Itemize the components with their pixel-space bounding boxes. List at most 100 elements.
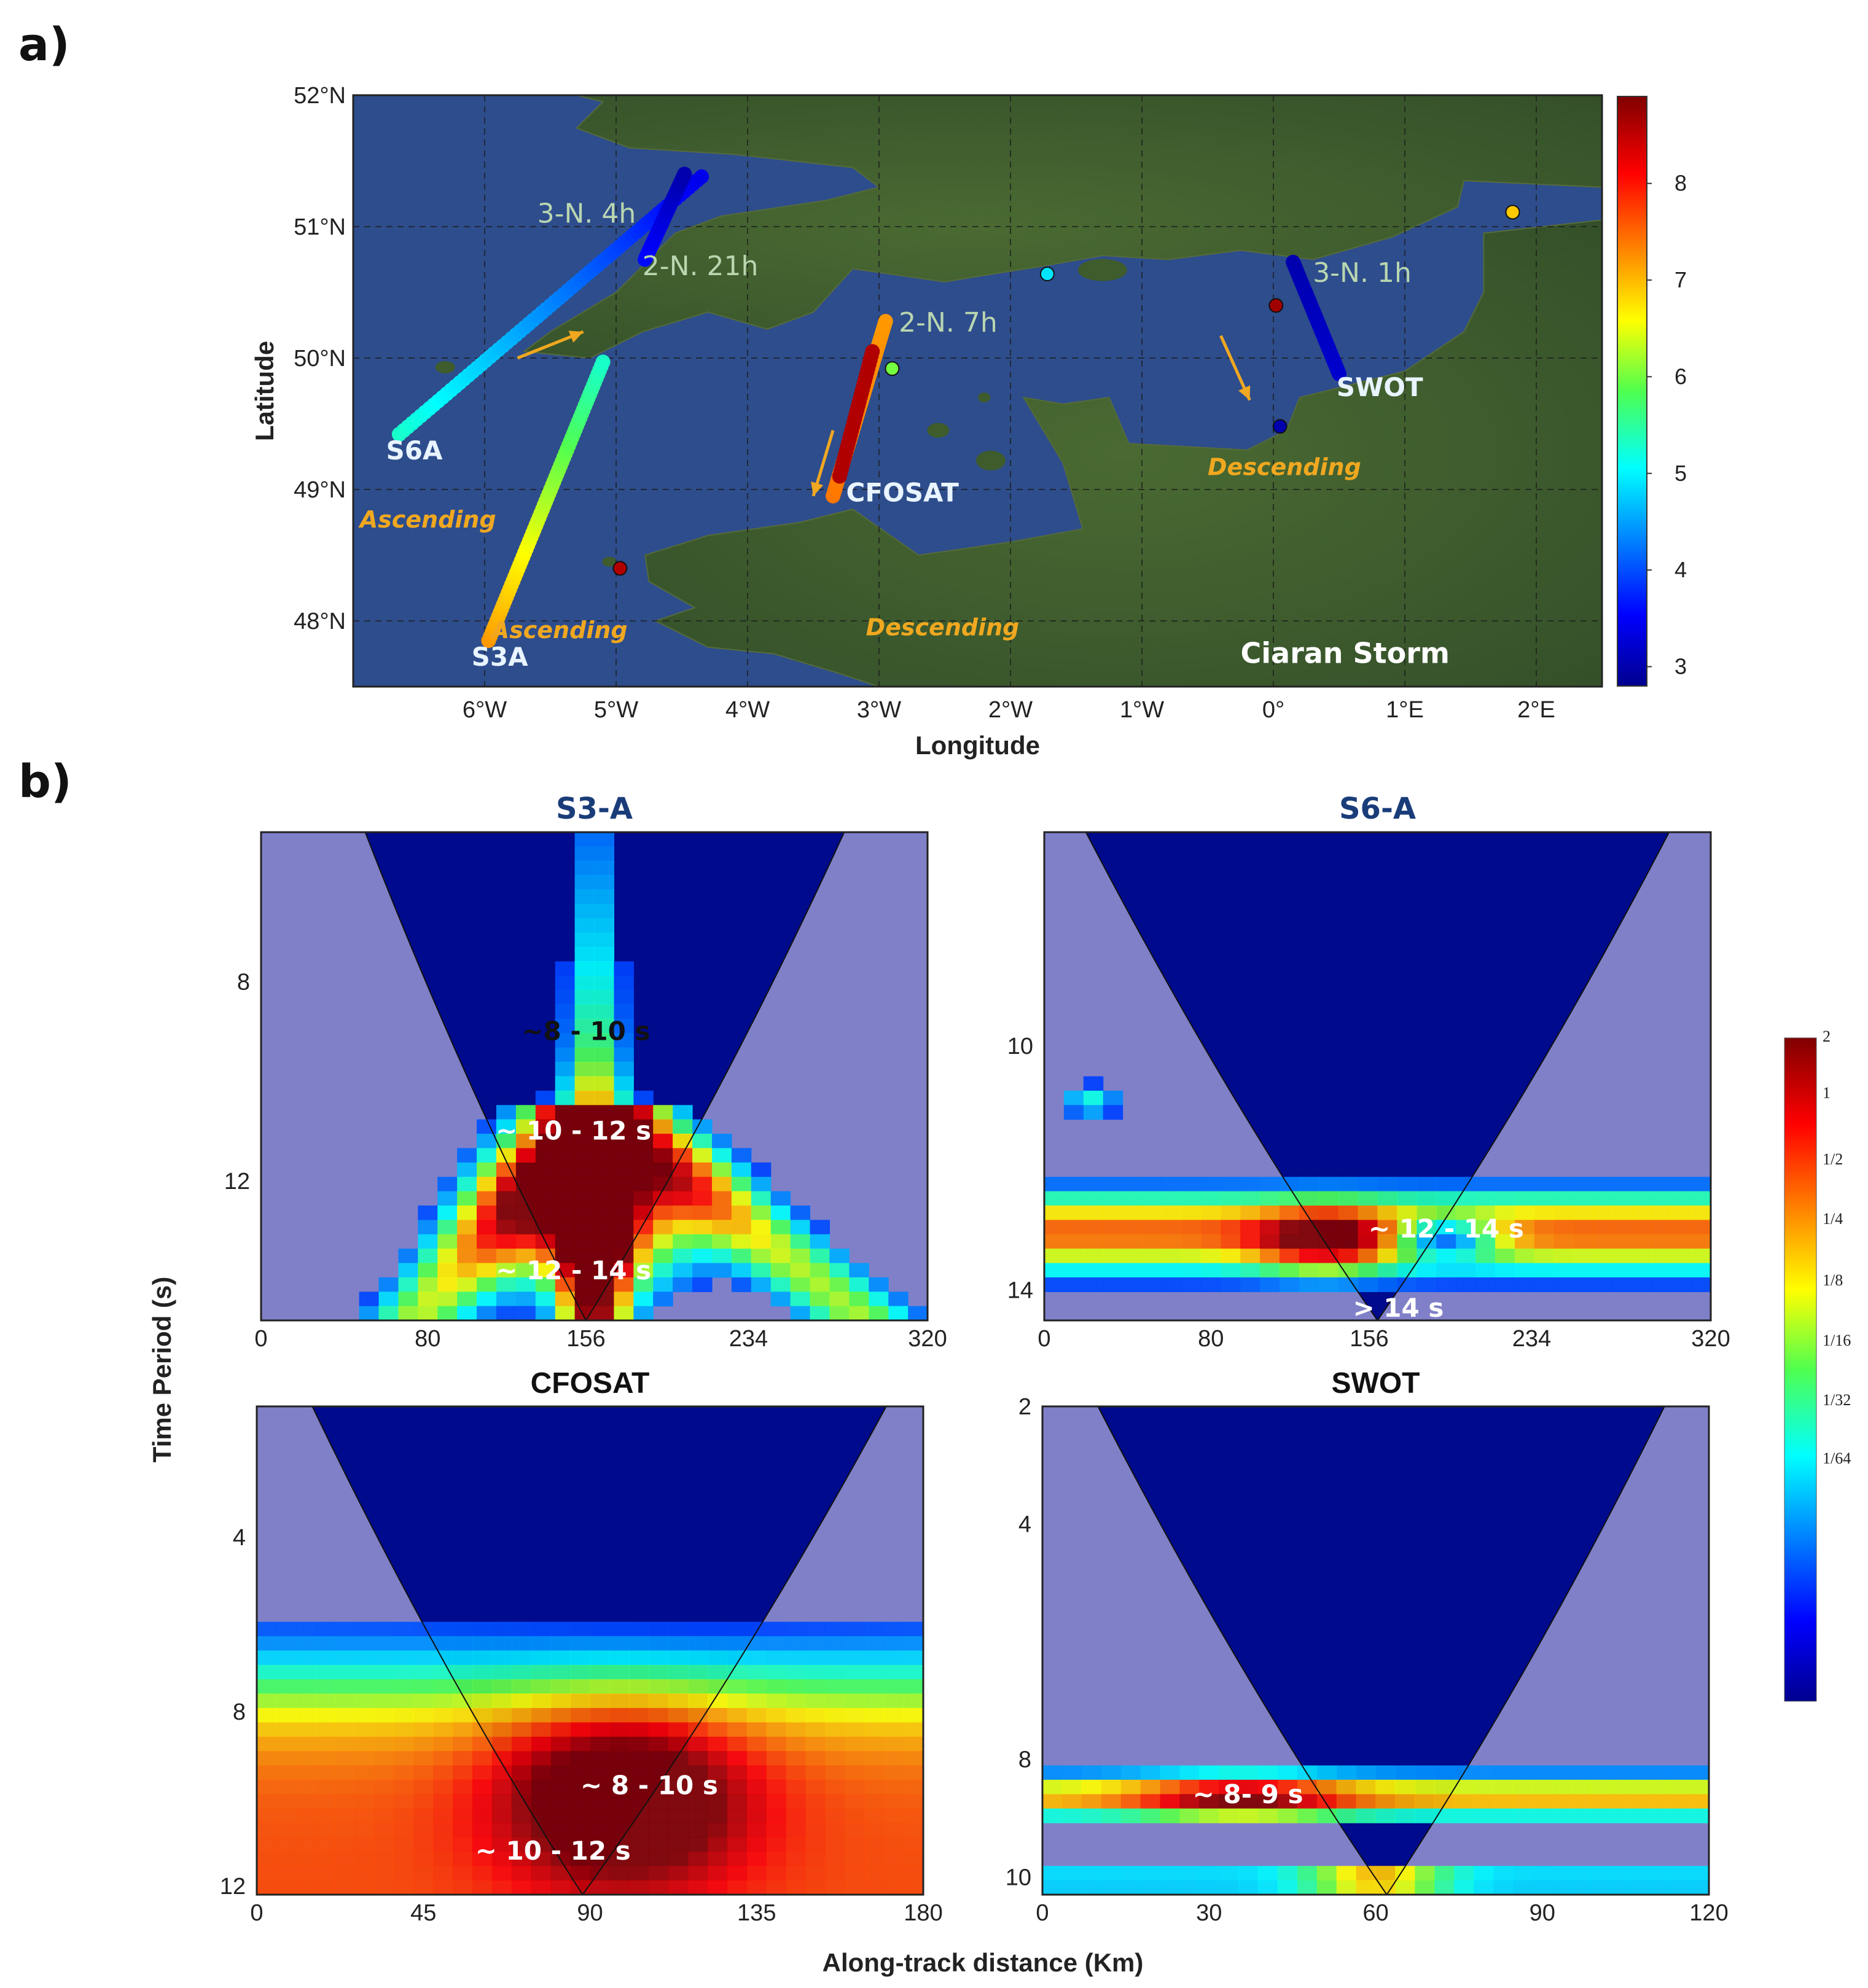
wavelet-cell (590, 1794, 611, 1809)
wavelet-cell (1611, 1779, 1631, 1795)
track-point (865, 344, 880, 359)
wavelet-cell (437, 1263, 458, 1278)
wavelet-cell (437, 1277, 458, 1292)
wavelet-cell (257, 1736, 277, 1752)
wavelet-cell (1142, 1263, 1163, 1278)
wavelet-cell (1632, 1249, 1652, 1264)
wavelet-cell (496, 1263, 517, 1278)
wavelet-cell (708, 1837, 728, 1852)
wavelet-cell (477, 1119, 497, 1134)
wavelet-cell (574, 889, 595, 905)
wavelet-cell (594, 1306, 615, 1321)
wavelet-cell (825, 1779, 845, 1795)
wavelet-cell (708, 1808, 728, 1823)
wavelet-cell (1670, 1808, 1690, 1823)
wavelet-cell (751, 1220, 772, 1235)
wavelet-cell (457, 1263, 477, 1278)
wavelet-cell (394, 1851, 414, 1866)
wavelet-cell (1475, 1234, 1496, 1249)
wavelet-cell (629, 1664, 649, 1680)
wavelet-cell (633, 1177, 654, 1192)
wavelet-cell (1142, 1191, 1163, 1206)
wavelet-cell (1160, 1880, 1181, 1895)
wavelet-cell (594, 1148, 615, 1163)
wavelet-cell (708, 1679, 728, 1694)
wavelet-cell (1454, 1779, 1474, 1795)
wavelet-cell (511, 1866, 532, 1881)
wavelet-cell (1063, 1234, 1084, 1249)
wavelet-cell (653, 1191, 673, 1206)
wavelet-cell (511, 1765, 532, 1780)
wavelet-cell (1061, 1866, 1082, 1881)
wavelet-cell (1122, 1277, 1143, 1292)
wavelet-cell (1101, 1779, 1122, 1795)
wavelet-cell (614, 1119, 634, 1134)
wavelet-cell (315, 1693, 336, 1709)
wavelet-cell (472, 1765, 493, 1780)
wavelet-cell (594, 1191, 615, 1206)
wavelet-cell (374, 1837, 395, 1852)
wavelet-cell (1456, 1234, 1476, 1249)
wavelet-cell (1277, 1866, 1298, 1881)
wavelet-cell (805, 1866, 826, 1881)
wavelet-cell (1122, 1191, 1143, 1206)
wavelet-cell (864, 1851, 885, 1866)
wavelet-cell (766, 1679, 787, 1694)
wavelet-cell (295, 1736, 316, 1752)
wavelet-cell (413, 1823, 434, 1838)
wavelet-cell (668, 1837, 689, 1852)
wavelet-cell (555, 1148, 576, 1163)
wavelet-cell (1219, 1880, 1239, 1895)
wavelet-cell (457, 1306, 477, 1321)
wavelet-cell (1689, 1794, 1710, 1809)
wavelet-cell (1101, 1880, 1122, 1895)
wavelet-cell (590, 1708, 611, 1723)
wavelet-cell (574, 860, 595, 876)
wavelet-cell (688, 1851, 708, 1866)
wavelet-cell (574, 932, 595, 948)
wavelet-cell (1240, 1263, 1260, 1278)
wavelet-cell (731, 1191, 752, 1206)
wavelet-cell (1219, 1808, 1239, 1823)
pass-label: 2-N. 21h (643, 251, 759, 282)
wavelet-cell (1179, 1880, 1200, 1895)
wavelet-cell (1475, 1277, 1496, 1292)
wavelet-y-tick: 2 (1018, 1394, 1031, 1420)
wavelet-cell (496, 1162, 517, 1177)
map-x-tick-label: 1°E (1386, 697, 1424, 723)
wavelet-cell (515, 1220, 536, 1235)
wavelet-cell (1691, 1220, 1711, 1235)
wavelet-cell (1591, 1866, 1612, 1881)
wavelet-cell (418, 1306, 438, 1321)
wavelet-cell (555, 990, 576, 1005)
wavelet-cell (786, 1851, 807, 1866)
wavelet-cell (1258, 1765, 1278, 1780)
wavelet-cell (515, 1134, 536, 1148)
wavelet-cell (746, 1736, 767, 1752)
wavelet-cell (805, 1736, 826, 1752)
wavelet-cell (1417, 1277, 1437, 1292)
wavelet-cell (1532, 1808, 1553, 1823)
wavelet-cell (653, 1134, 673, 1148)
wavelet-y-tick: 12 (220, 1874, 246, 1900)
wavelet-cell (1652, 1220, 1672, 1235)
wavelet-cell (1495, 1249, 1515, 1264)
wavelet-cell (1495, 1277, 1515, 1292)
wavelet-cell (1612, 1263, 1633, 1278)
wavelet-cell (418, 1292, 438, 1307)
wavelet-cell (825, 1708, 845, 1723)
wavelet-cell (692, 1119, 713, 1134)
wavelet-cell (614, 1191, 634, 1206)
wavelet-cell (472, 1621, 493, 1637)
wavelet-cell (869, 1292, 889, 1307)
wavelet-cell (727, 1823, 748, 1838)
wavelet-cell (511, 1837, 532, 1852)
wavelet-cell (418, 1234, 438, 1249)
wavelet-cell (1415, 1779, 1435, 1795)
wavelet-cell (555, 1047, 576, 1062)
wavelet-cell (1179, 1808, 1200, 1823)
wavelet-cell (708, 1736, 728, 1752)
wavelet-cell (790, 1292, 811, 1307)
wavelet-cell (1162, 1220, 1182, 1235)
wavelet-cell (398, 1306, 418, 1321)
